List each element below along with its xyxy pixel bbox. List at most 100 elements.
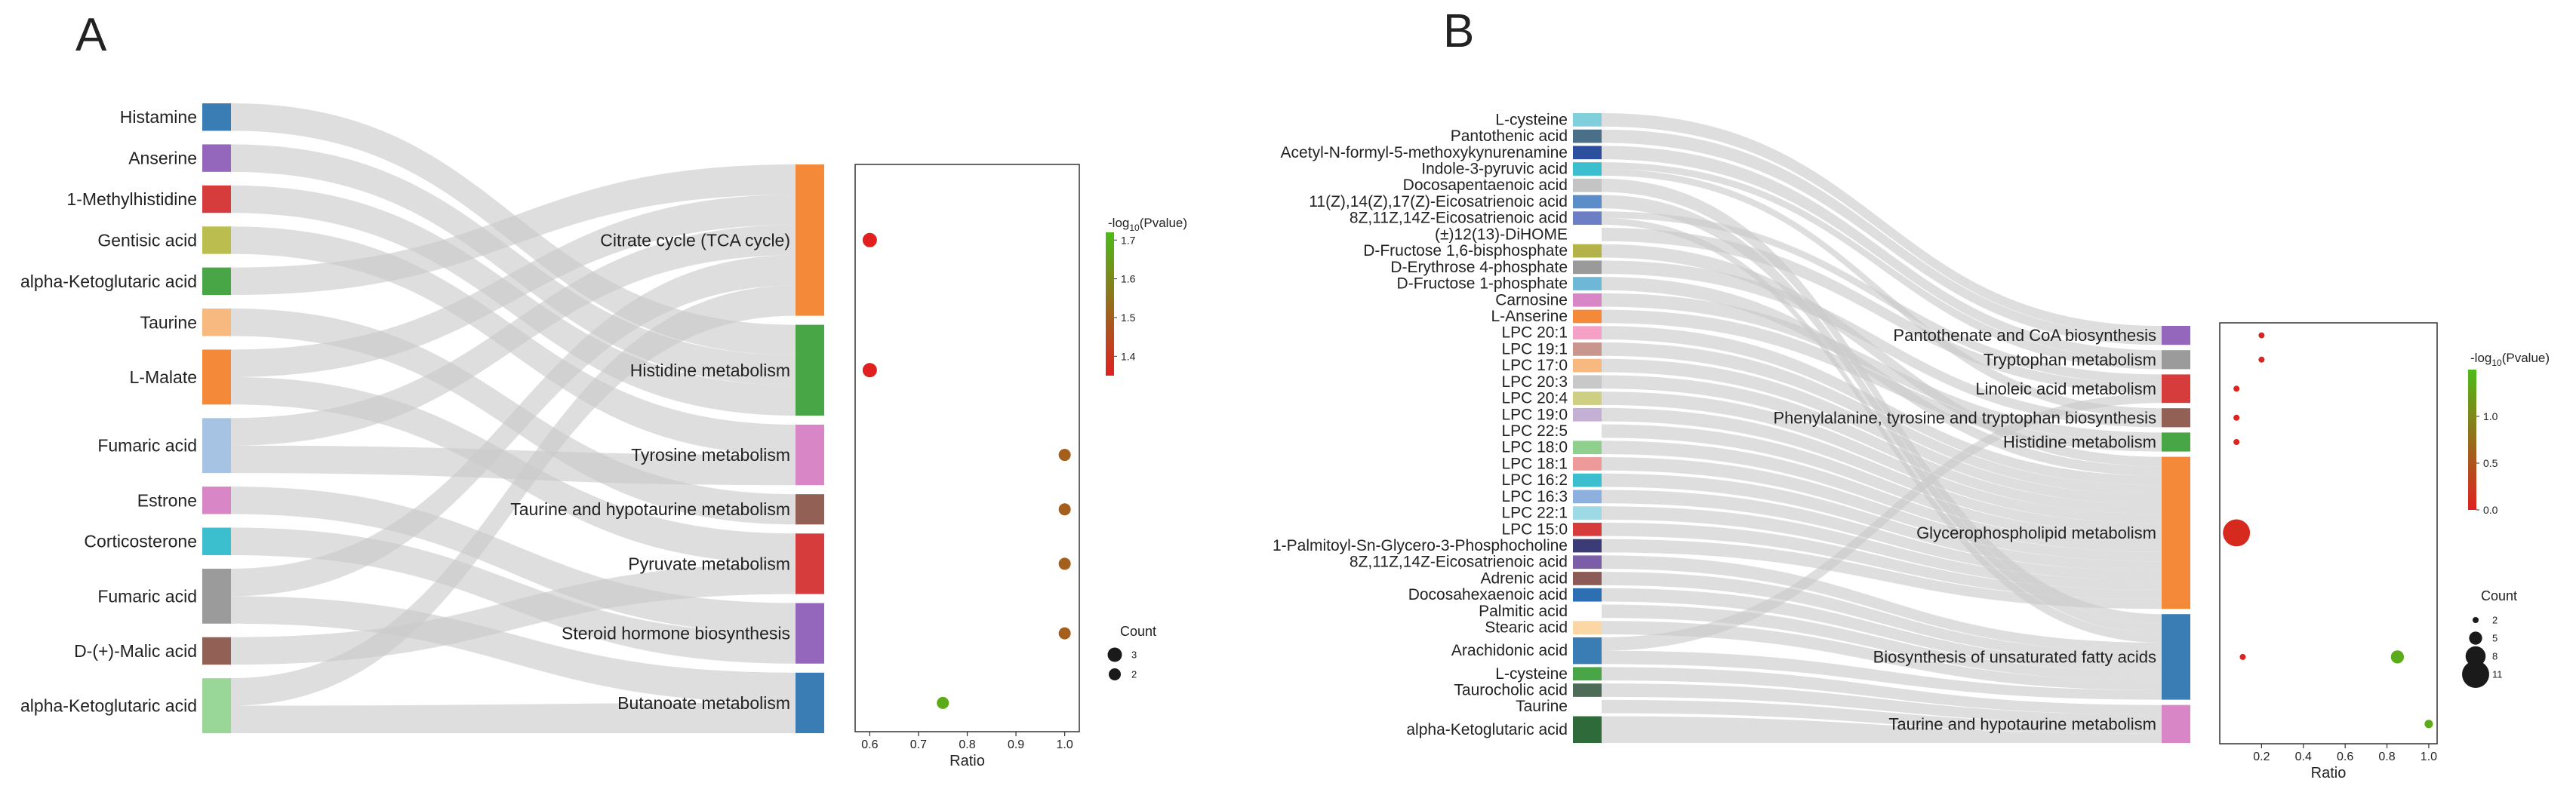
metabolite-node[interactable]: [202, 267, 231, 296]
metabolite-node[interactable]: [1573, 572, 1602, 585]
metabolite-node[interactable]: [1573, 441, 1602, 455]
metabolite-node[interactable]: [202, 568, 231, 624]
pathway-node[interactable]: [2162, 374, 2190, 404]
pathway-node[interactable]: [796, 424, 824, 486]
sankey-link: [231, 195, 796, 377]
pathway-node[interactable]: [796, 324, 824, 416]
pathway-node[interactable]: [796, 672, 824, 733]
metabolite-node[interactable]: [202, 144, 231, 172]
metabolite-node[interactable]: [202, 487, 231, 514]
pathway-node[interactable]: [2162, 350, 2190, 370]
metabolite-node[interactable]: [1573, 244, 1602, 258]
pathway-node[interactable]: [796, 164, 824, 316]
metabolite-label: (±)12(13)-DiHOME: [1435, 226, 1568, 243]
metabolite-node[interactable]: [1573, 621, 1602, 634]
dot-point[interactable]: [2424, 720, 2433, 729]
pathway-node[interactable]: [2162, 705, 2190, 743]
metabolite-node[interactable]: [1573, 178, 1602, 192]
metabolite-label: Gentisic acid: [97, 230, 197, 250]
colorbar: -log10(Pvalue) 1.0 0.5 0.0: [2468, 351, 2550, 516]
pathway-node[interactable]: [2162, 408, 2190, 428]
metabolite-node[interactable]: [1573, 391, 1602, 405]
x-tick-label: 0.6: [861, 738, 878, 751]
metabolite-node[interactable]: [1573, 667, 1602, 681]
metabolite-node[interactable]: [1573, 277, 1602, 290]
dot-point[interactable]: [862, 363, 877, 378]
panel-a: Histamine Anserine 1-Methylhistidine Gentis…: [20, 103, 1187, 769]
metabolite-node[interactable]: [1573, 699, 1602, 714]
pathway-node[interactable]: [796, 533, 824, 594]
metabolite-label: D-Erythrose 4-phosphate: [1390, 259, 1568, 276]
metabolite-node[interactable]: [1573, 162, 1602, 176]
dot-point[interactable]: [1058, 449, 1071, 462]
metabolite-node[interactable]: [1573, 407, 1602, 422]
metabolite-node[interactable]: [1573, 375, 1602, 389]
pathway-node[interactable]: [2162, 432, 2190, 452]
sankey-link: [231, 596, 796, 703]
metabolite-node[interactable]: [1573, 342, 1602, 356]
metabolite-node[interactable]: [1573, 228, 1602, 241]
metabolite-node[interactable]: [1573, 309, 1602, 324]
pathway-node[interactable]: [796, 494, 824, 525]
dot-point[interactable]: [1058, 557, 1071, 570]
metabolite-node[interactable]: [1573, 490, 1602, 504]
colorbar-tick-label: 0.5: [2483, 457, 2498, 469]
metabolite-node[interactable]: [1573, 146, 1602, 160]
metabolite-node[interactable]: [1573, 129, 1602, 143]
metabolite-node[interactable]: [202, 349, 231, 405]
metabolite-node[interactable]: [1573, 113, 1602, 127]
dot-point[interactable]: [937, 696, 949, 709]
colorbar-gradient: [1106, 232, 1114, 376]
metabolite-node[interactable]: [1573, 457, 1602, 471]
dot-point[interactable]: [2258, 356, 2265, 363]
metabolite-node[interactable]: [202, 309, 231, 336]
metabolite-node[interactable]: [1573, 539, 1602, 553]
metabolite-label: Anserine: [128, 149, 197, 168]
dot-point[interactable]: [1058, 503, 1071, 516]
metabolite-node[interactable]: [1573, 195, 1602, 209]
metabolite-node[interactable]: [202, 185, 231, 213]
metabolite-node[interactable]: [1573, 716, 1602, 743]
dot-point[interactable]: [2223, 519, 2251, 547]
metabolite-node[interactable]: [1573, 473, 1602, 487]
metabolite-node[interactable]: [1573, 260, 1602, 275]
metabolite-label: Pantothenic acid: [1451, 127, 1568, 145]
metabolite-node[interactable]: [1573, 683, 1602, 697]
metabolite-node[interactable]: [1573, 424, 1602, 438]
dot-point[interactable]: [2233, 439, 2240, 445]
dot-point[interactable]: [1058, 627, 1071, 640]
metabolite-node[interactable]: [1573, 588, 1602, 602]
dot-point[interactable]: [2233, 385, 2240, 392]
dot-point[interactable]: [2258, 332, 2265, 339]
metabolite-node[interactable]: [202, 637, 231, 665]
metabolite-node[interactable]: [202, 678, 231, 733]
metabolite-node[interactable]: [1573, 358, 1602, 373]
x-tick-label: 0.8: [959, 738, 975, 751]
x-tick-label: 0.4: [2295, 751, 2312, 763]
metabolite-node[interactable]: [1573, 293, 1602, 307]
sankey-link: [231, 285, 796, 706]
pathway-node[interactable]: [2162, 456, 2190, 609]
metabolite-node[interactable]: [202, 418, 231, 474]
dot-point[interactable]: [862, 232, 877, 247]
pathway-node[interactable]: [2162, 614, 2190, 700]
metabolite-node[interactable]: [202, 226, 231, 254]
size-legend-label: 3: [1131, 649, 1137, 661]
metabolite-node[interactable]: [202, 103, 231, 131]
metabolite-node[interactable]: [1573, 637, 1602, 665]
dot-point[interactable]: [2390, 650, 2405, 664]
metabolite-node[interactable]: [202, 527, 231, 555]
metabolite-node[interactable]: [1573, 604, 1602, 619]
pathway-node[interactable]: [2162, 326, 2190, 345]
pathway-node[interactable]: [796, 603, 824, 664]
metabolite-node[interactable]: [1573, 522, 1602, 536]
metabolite-label: LPC 15:0: [1501, 520, 1568, 538]
metabolite-node[interactable]: [1573, 326, 1602, 340]
sankey-link: [1602, 683, 2162, 724]
metabolite-node[interactable]: [1573, 555, 1602, 569]
metabolite-node[interactable]: [1573, 506, 1602, 520]
metabolite-node[interactable]: [1573, 211, 1602, 226]
dot-point[interactable]: [2233, 414, 2240, 421]
pathway-nodes: Pantothenate and CoA biosynthesis Tryptop…: [1773, 326, 2190, 743]
dot-point[interactable]: [2239, 653, 2246, 660]
